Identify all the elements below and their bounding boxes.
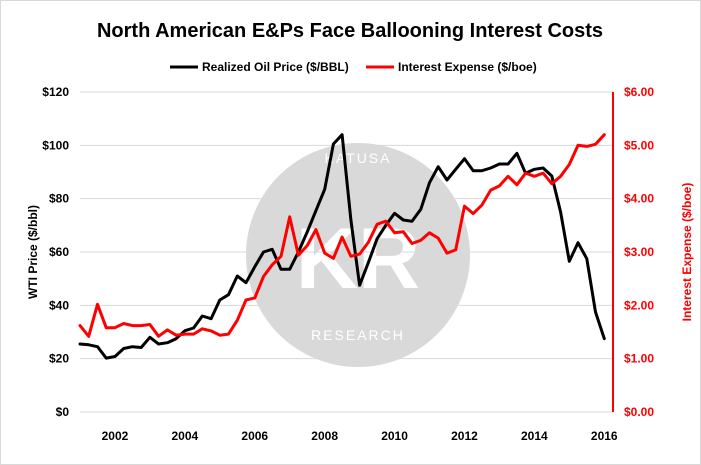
x-tick-label: 2010 (381, 429, 408, 443)
y-right-tick-label: $1.00 (624, 352, 654, 366)
y-right-tick-label: $2.00 (624, 298, 654, 312)
x-tick-label: 2004 (172, 429, 199, 443)
y-axis-right-ticks: $0.00 $1.00 $2.00 $3.00 $4.00 $5.00 $6.00 (624, 85, 654, 419)
x-tick-label: 2002 (102, 429, 129, 443)
y-left-tick-label: $20 (49, 352, 69, 366)
series-line-interest-expense (78, 133, 606, 338)
x-tick-label: 2006 (241, 429, 268, 443)
y-axis-left-label: WTI Price ($/bbl) (26, 205, 40, 299)
y-left-tick-label: $40 (49, 298, 69, 312)
x-tick-label: 2008 (311, 429, 338, 443)
y-left-tick-label: $60 (49, 245, 69, 259)
y-right-tick-label: $0.00 (624, 405, 654, 419)
y-left-tick-label: $120 (42, 85, 69, 99)
gridlines (80, 91, 613, 413)
y-left-tick-label: $0 (56, 405, 70, 419)
y-right-tick-label: $6.00 (624, 85, 654, 99)
y-right-tick-label: $4.00 (624, 192, 654, 206)
x-axis-ticks: 2002 2004 2006 2008 2010 2012 2014 2016 (102, 429, 618, 443)
series-layer (78, 133, 606, 360)
x-tick-label: 2012 (451, 429, 478, 443)
series-line-oil-price (78, 133, 606, 360)
y-left-tick-label: $80 (49, 192, 69, 206)
y-left-tick-label: $100 (42, 138, 69, 152)
legend: Realized Oil Price ($/BBL) Interest Expe… (170, 60, 537, 74)
y-axis-left-ticks: $0 $20 $40 $60 $80 $100 $120 (42, 85, 69, 419)
y-right-tick-label: $5.00 (624, 138, 654, 152)
y-axis-right-label: Interest Expense ($/boe) (680, 183, 694, 322)
watermark-monogram: KR (296, 211, 420, 307)
legend-label-oil-price: Realized Oil Price ($/BBL) (202, 60, 349, 74)
x-tick-label: 2014 (521, 429, 548, 443)
watermark-top-text: KATUSA (325, 150, 392, 166)
legend-label-interest-expense: Interest Expense ($/boe) (398, 60, 537, 74)
x-tick-label: 2016 (591, 429, 618, 443)
chart-title: North American E&Ps Face Ballooning Inte… (97, 20, 603, 42)
watermark-bottom-text: RESEARCH (311, 327, 405, 343)
y-right-tick-label: $3.00 (624, 245, 654, 259)
